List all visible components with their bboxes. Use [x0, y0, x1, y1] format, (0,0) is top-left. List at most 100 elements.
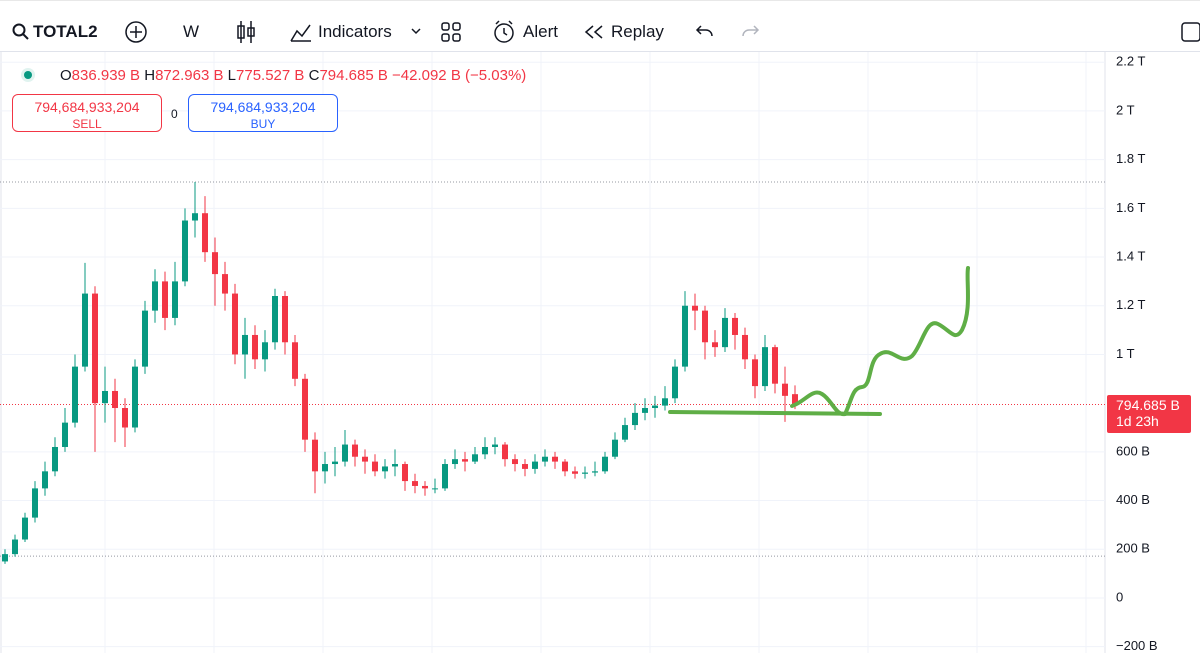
candle-body	[492, 444, 498, 447]
candle-body	[312, 439, 318, 472]
price: 794.685 B	[1116, 397, 1180, 413]
candle-body	[602, 456, 608, 472]
status-dot	[21, 68, 35, 82]
candle-body	[742, 334, 748, 360]
sell-button[interactable]: 794,684,933,204 SELL	[12, 94, 162, 132]
chart-type-icon[interactable]	[236, 19, 256, 45]
value: 794.685 B	[319, 67, 388, 84]
candle-body	[222, 274, 228, 294]
candle-body	[792, 394, 798, 405]
candle-body	[522, 464, 528, 469]
candle-body	[462, 459, 468, 462]
alert-button[interactable]: Alert	[523, 22, 558, 41]
y-tick-label: 1.6 T	[1116, 200, 1145, 215]
candle-body	[272, 296, 278, 343]
add-symbol[interactable]	[124, 20, 148, 44]
price-label: 794.685 B 1d 23h	[1107, 395, 1191, 433]
candle-body	[752, 359, 758, 387]
candle-body	[662, 398, 668, 406]
indicators-button[interactable]: Indicators	[318, 22, 392, 41]
fullscreen[interactable]	[1180, 21, 1200, 43]
candle-body	[362, 456, 368, 462]
candle-body	[342, 444, 348, 462]
y-tick-label: 2.2 T	[1116, 54, 1145, 69]
candle-body	[482, 446, 488, 455]
candle-body	[72, 366, 78, 423]
candle-body	[642, 408, 648, 413]
candle-body	[102, 390, 108, 404]
dropdown[interactable]	[410, 27, 422, 37]
buy-button[interactable]: 794,684,933,204 BUY	[188, 94, 338, 132]
indicators-icon[interactable]	[289, 21, 313, 43]
candle-body	[212, 252, 218, 275]
candle-body	[512, 459, 518, 465]
candle-body	[562, 461, 568, 472]
toolbar: TOTAL2 W Indicators Alert Replay	[0, 0, 1200, 52]
candle-body	[182, 220, 188, 282]
alert-icon[interactable]	[492, 19, 518, 45]
y-tick-label: −200 B	[1116, 638, 1158, 653]
candle-body	[82, 293, 88, 367]
label: O	[60, 67, 72, 84]
candle-body	[242, 334, 248, 355]
candle-body	[332, 461, 338, 465]
candle-body	[62, 422, 68, 447]
candle-body	[412, 481, 418, 486]
y-tick-label: 400 B	[1116, 492, 1150, 507]
candle-body	[592, 471, 598, 473]
countdown: 1d 23h	[1116, 413, 1159, 429]
candle-body	[372, 461, 378, 472]
candle-body	[762, 347, 768, 387]
search-icon[interactable]	[12, 23, 30, 41]
redo[interactable]	[740, 23, 760, 39]
y-tick-label: 1 T	[1116, 346, 1135, 361]
candle-body	[92, 293, 98, 404]
candle-body	[152, 281, 158, 311]
replay-button[interactable]: Replay	[611, 22, 664, 41]
y-tick-label: 1.4 T	[1116, 248, 1145, 263]
y-tick-label: 200 B	[1116, 541, 1150, 556]
candle-body	[622, 425, 628, 440]
change: −42.092 B (−5.03%)	[392, 67, 527, 84]
candle-body	[672, 366, 678, 399]
candle-body	[292, 342, 298, 379]
candle-body	[262, 342, 268, 360]
candle-body	[2, 554, 8, 562]
candle-body	[722, 317, 728, 348]
candle-body	[542, 456, 548, 462]
value: 836.939 B	[71, 67, 141, 84]
candle-body	[132, 366, 138, 428]
value: 775.527 B	[236, 67, 305, 84]
candle-body	[382, 466, 388, 472]
candle-body	[682, 305, 688, 367]
symbol[interactable]: TOTAL2	[33, 22, 98, 41]
candle-body	[22, 517, 28, 540]
layouts-icon[interactable]	[440, 21, 462, 43]
y-tick-label: 2 T	[1116, 102, 1135, 117]
candle-body	[142, 310, 148, 367]
candle-body	[432, 488, 438, 490]
candle-body	[582, 472, 588, 474]
replay-icon[interactable]	[583, 24, 605, 40]
candle-body	[302, 378, 308, 440]
candle-body	[162, 281, 168, 318]
value: 872.963 B	[155, 67, 224, 84]
interval[interactable]: W	[183, 22, 200, 41]
drawing-support	[668, 410, 882, 416]
candle-body	[452, 459, 458, 465]
undo[interactable]	[695, 23, 715, 39]
candle-body	[612, 439, 618, 457]
candle-body	[502, 444, 508, 460]
candle-body	[52, 446, 58, 472]
candle-body	[712, 342, 718, 348]
label: C	[308, 67, 320, 84]
buy-label: BUY	[250, 117, 276, 131]
candle-body	[322, 464, 328, 472]
candle-body	[532, 461, 538, 469]
y-tick-label: 0	[1116, 589, 1123, 604]
candle-body	[732, 317, 738, 335]
candle-body	[632, 412, 638, 426]
candle-body	[772, 347, 778, 384]
candle-body	[12, 539, 18, 555]
